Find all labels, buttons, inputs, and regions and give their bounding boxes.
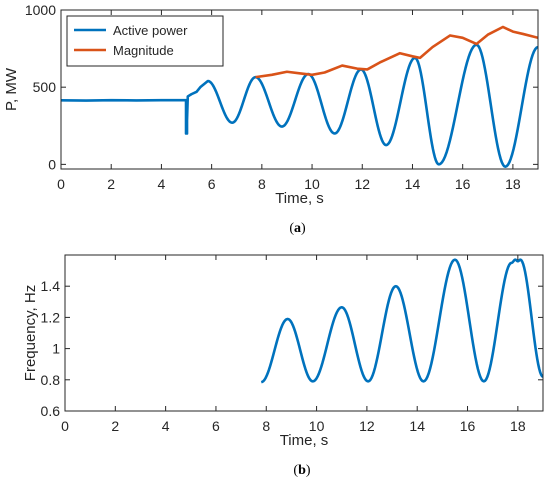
x-tick-label: 12 <box>359 418 375 434</box>
x-tick-label: 8 <box>258 176 266 192</box>
legend: Active power Magnitude <box>66 15 224 67</box>
chart-a: 0 2 4 6 8 10 12 14 16 18 0 500 1000 Time, s P, MW (a) Ac… <box>3 2 539 236</box>
y-tick-label: 0 <box>48 156 56 172</box>
y-tick-label: 0.8 <box>41 372 61 388</box>
x-tick-label: 2 <box>111 418 119 434</box>
x-tick-label: 6 <box>212 418 220 434</box>
legend-label: Active power <box>113 23 188 38</box>
x-tick-label: 18 <box>510 418 526 434</box>
x-tick-label: 10 <box>304 176 320 192</box>
x-tick-label: 6 <box>208 176 216 192</box>
series-line-active-power <box>61 43 538 168</box>
x-axis-label: Time, s <box>280 432 329 449</box>
x-axis-label: Time, s <box>275 190 324 207</box>
x-tick-label: 0 <box>57 176 65 192</box>
x-tick-label: 0 <box>61 418 69 434</box>
x-tick-label: 14 <box>409 418 425 434</box>
axes-box <box>60 9 539 170</box>
y-axis-label: P, MW <box>3 67 20 111</box>
x-tick-label: 16 <box>460 418 476 434</box>
x-tick-label: 16 <box>455 176 471 192</box>
y-tick-label: 1 <box>52 341 60 357</box>
x-tick-label: 4 <box>162 418 170 434</box>
x-tick-label: 14 <box>405 176 421 192</box>
x-tick-label: 12 <box>354 176 370 192</box>
series-line-frequency <box>260 258 543 384</box>
x-tick-label: 4 <box>158 176 166 192</box>
legend-label: Magnitude <box>113 43 174 58</box>
x-tick-label: 8 <box>262 418 270 434</box>
panel-caption: (a) <box>289 221 306 236</box>
axes-box <box>64 254 544 412</box>
x-tick-label: 2 <box>107 176 115 192</box>
y-tick-label: 1000 <box>25 2 56 18</box>
y-tick-label: 1.2 <box>41 309 61 325</box>
series-line-magnitude <box>255 25 538 79</box>
y-axis-label: Frequency, Hz <box>22 285 39 381</box>
y-tick-label: 500 <box>33 79 57 95</box>
x-tick-label: 18 <box>505 176 521 192</box>
x-tick-label: 10 <box>309 418 325 434</box>
y-tick-label: 1.4 <box>41 278 61 294</box>
chart-b: 0 2 4 6 8 10 12 14 16 18 0.6 0.8 1 1.2 1.4 Time, s Frequ… <box>22 254 544 478</box>
y-tick-label: 0.6 <box>41 403 61 419</box>
legend-box <box>66 15 224 67</box>
panel-caption: (b) <box>293 463 310 478</box>
